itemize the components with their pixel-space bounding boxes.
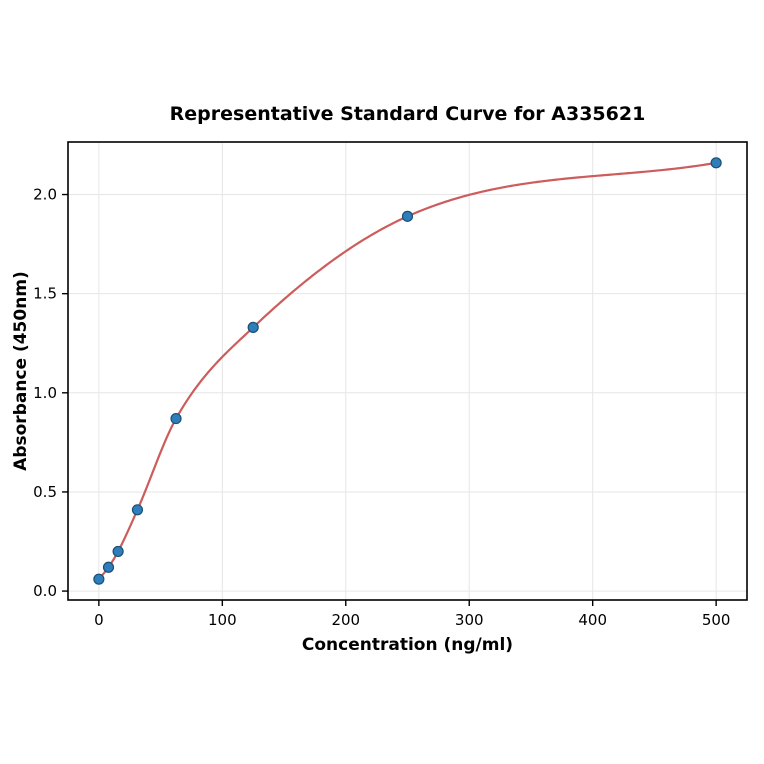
x-tick-label: 500 bbox=[702, 611, 731, 629]
y-tick-label: 2.0 bbox=[33, 186, 57, 204]
y-tick-label: 1.5 bbox=[33, 285, 57, 303]
x-tick-label: 300 bbox=[455, 611, 484, 629]
y-tick-label: 0.0 bbox=[33, 582, 57, 600]
y-axis-label: Absorbance (450nm) bbox=[11, 271, 31, 471]
data-point bbox=[112, 545, 124, 558]
x-tick-label: 200 bbox=[331, 611, 360, 629]
fit-curve bbox=[97, 161, 718, 581]
data-point bbox=[710, 157, 722, 169]
chart-title: Representative Standard Curve for A33562… bbox=[170, 103, 646, 125]
data-point bbox=[401, 210, 414, 222]
data-point bbox=[131, 504, 144, 516]
data-point bbox=[102, 561, 115, 573]
data-point bbox=[170, 412, 182, 425]
y-tick-label: 1.0 bbox=[33, 384, 57, 402]
data-point bbox=[247, 321, 259, 333]
y-tick-label: 0.5 bbox=[33, 483, 57, 501]
x-tick-label: 0 bbox=[94, 611, 104, 629]
data-point bbox=[93, 573, 105, 585]
x-tick-label: 400 bbox=[578, 611, 607, 629]
x-axis-label: Concentration (ng/ml) bbox=[302, 635, 513, 655]
x-tick-label: 100 bbox=[208, 611, 237, 629]
plot-border bbox=[67, 141, 748, 601]
